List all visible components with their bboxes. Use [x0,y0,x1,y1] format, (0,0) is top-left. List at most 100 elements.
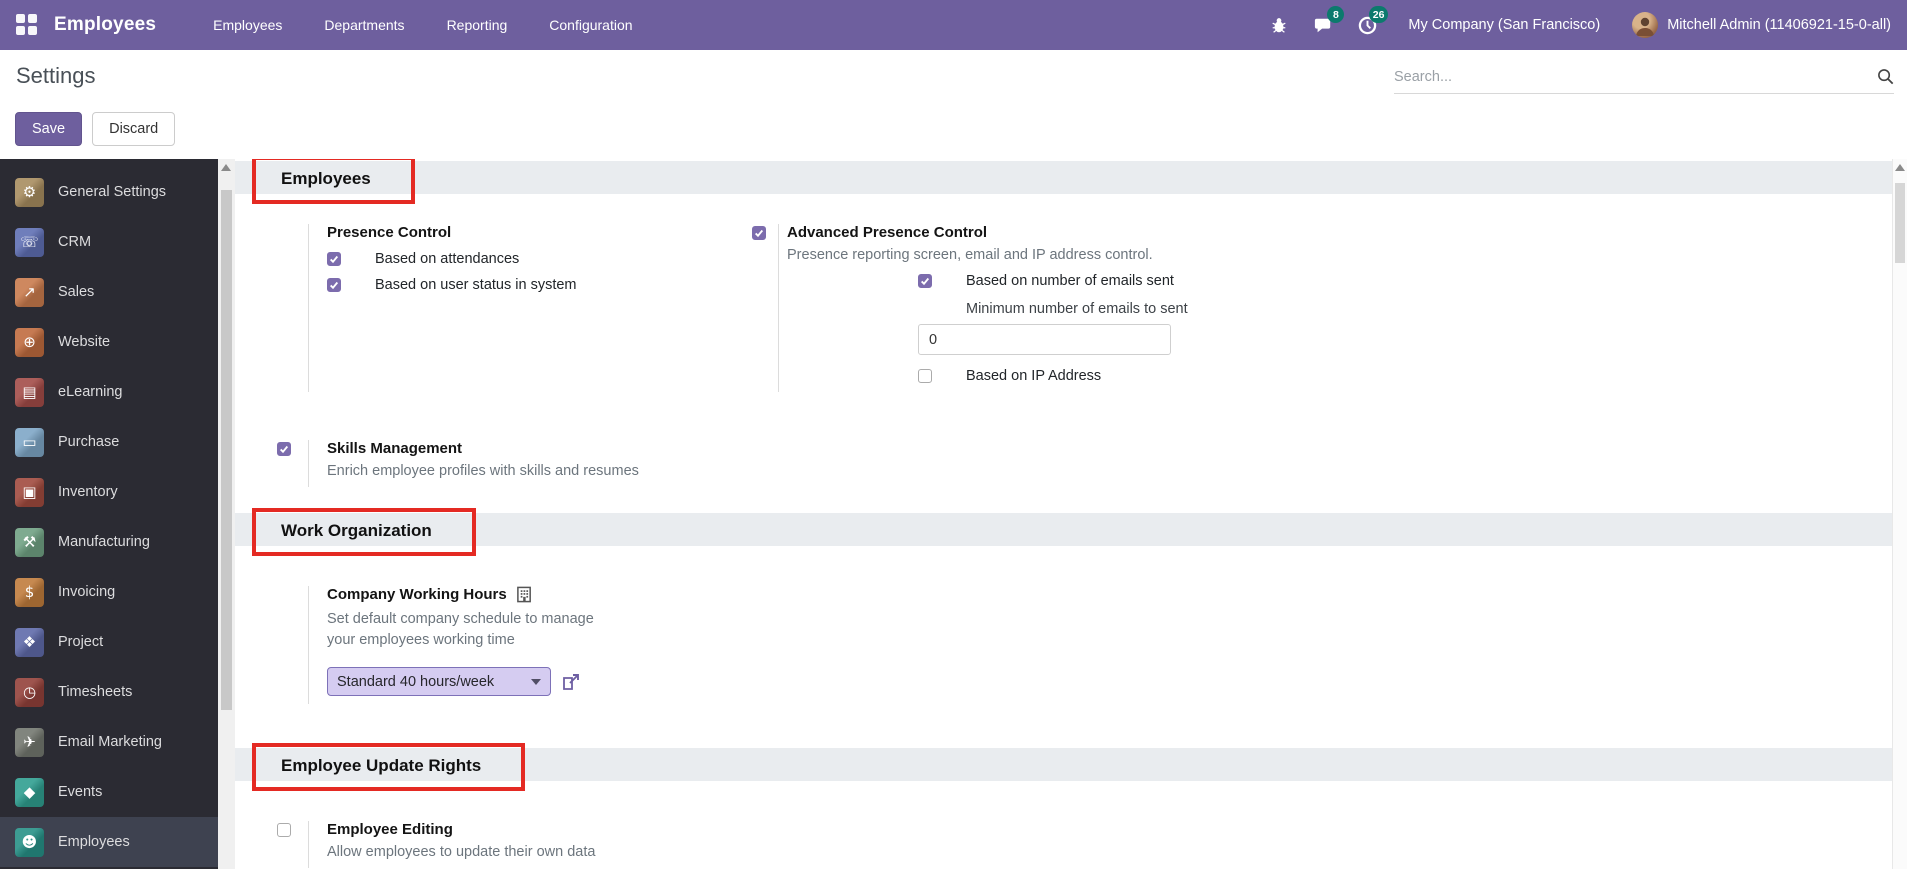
page-scrollbar-thumb[interactable] [1895,183,1905,263]
employee-editing-description: Allow employees to update their own data [327,844,596,861]
chat-bubbles-icon [1315,18,1331,33]
activities-count-badge: 26 [1368,6,1389,23]
sidebar-item-label: Manufacturing [58,534,150,550]
search-icon[interactable] [1877,68,1894,85]
save-button[interactable]: Save [15,112,83,146]
annotation-box-work-organization: Work Organization [252,507,476,556]
external-link-icon[interactable] [561,672,581,692]
advanced-presence-description: Presence reporting screen, email and IP … [787,247,1153,263]
checkbox-based-on-ip[interactable] [918,369,932,383]
box-app-icon: ▣ [15,477,44,507]
nav-menu-departments[interactable]: Departments [324,17,405,33]
label-based-on-ip[interactable]: Based on IP Address [966,368,1102,384]
nav-menu-reporting[interactable]: Reporting [446,17,508,33]
checkbox-based-on-attendances[interactable] [327,252,341,266]
company-working-hours-title: Company Working Hours [327,586,507,603]
settings-sidebar: ⚙ General Settings ☏ CRM ↗ Sales ⊕ Website ▤ eLea… [0,159,218,869]
sidebar-item-invoicing[interactable]: $ Invoicing [0,567,218,617]
checkbox-employee-editing[interactable] [277,823,291,838]
company-switcher[interactable]: My Company (San Francisco) [1408,17,1601,33]
working-hours-description-line2: your employees working time [327,632,515,649]
working-hours-description-line1: Set default company schedule to manage [327,611,594,627]
checkbox-based-on-user-status[interactable] [327,278,341,292]
user-menu[interactable]: Mitchell Admin (11406921-15-0-all) [1632,12,1891,38]
app-title: Employees [54,14,157,35]
nav-menu-employees[interactable]: Employees [213,17,283,33]
sidebar-item-general-settings[interactable]: ⚙ General Settings [0,167,218,217]
working-hours-value: Standard 40 hours/week [337,673,495,690]
scroll-up-arrow-icon[interactable] [221,164,231,171]
skills-management-description: Enrich employee profiles with skills and… [327,463,639,479]
checkbox-advanced-presence[interactable] [752,226,766,240]
label-based-on-user-status[interactable]: Based on user status in system [375,277,577,293]
sidebar-item-inventory[interactable]: ▣ Inventory [0,467,218,517]
puzzle-app-icon: ❖ [15,627,44,657]
search-box [1394,60,1894,94]
section-band-employee-update-rights: Employee Update Rights [235,742,1892,791]
user-avatar [1632,12,1659,38]
control-panel: Settings [0,50,1907,102]
checkbox-skills-management[interactable] [277,442,291,456]
user-name: Mitchell Admin (11406921-15-0-all) [1667,17,1891,33]
activities-button[interactable]: 26 [1350,6,1389,40]
sidebar-item-label: Sales [58,284,95,300]
sidebar-item-label: CRM [58,234,92,250]
annotation-box-employee-update-rights: Employee Update Rights [252,742,526,791]
apps-grid-icon[interactable] [16,14,38,36]
sidebar-item-label: Purchase [58,434,120,450]
skills-management-box: Skills Management Enrich employee profil… [235,440,1892,487]
section-title-employees: Employees [281,168,371,188]
presentation-app-icon: ▤ [15,377,44,407]
chart-app-icon: ↗ [15,277,44,307]
min-emails-label: Minimum number of emails to sent [966,301,1188,317]
skills-management-title: Skills Management [327,440,463,457]
sidebar-item-crm[interactable]: ☏ CRM [0,217,218,267]
discard-button[interactable]: Discard [92,112,176,146]
sidebar-item-elearning[interactable]: ▤ eLearning [0,367,218,417]
paper-plane-app-icon: ✈ [15,727,44,757]
sidebar-item-manufacturing[interactable]: ⚒ Manufacturing [0,517,218,567]
section-band-work-organization: Work Organization [235,507,1892,556]
label-based-on-attendances[interactable]: Based on attendances [375,251,520,267]
min-emails-input[interactable] [918,324,1171,355]
sidebar-item-label: eLearning [58,384,123,400]
sidebar-item-label: Invoicing [58,584,116,600]
debug-bug-icon[interactable] [1262,10,1296,40]
scrollbar-thumb[interactable] [221,190,232,710]
page-scroll-up-arrow-icon[interactable] [1895,164,1905,171]
sidebar-item-label: Employees [58,834,130,850]
sidebar-item-label: General Settings [58,184,167,200]
section-title-work-organization: Work Organization [281,520,432,540]
sidebar-item-label: Inventory [58,484,118,500]
globe-app-icon: ⊕ [15,327,44,357]
search-input[interactable] [1394,68,1877,85]
company-working-hours-box: Company Working Hours [235,586,1892,705]
nav-menu-configuration[interactable]: Configuration [549,17,633,33]
handshake-app-icon: ☏ [15,227,44,257]
sidebar-item-label: Website [58,334,111,350]
employee-editing-title: Employee Editing [327,821,453,839]
sidebar-item-sales[interactable]: ↗ Sales [0,267,218,317]
sidebar-item-purchase[interactable]: ▭ Purchase [0,417,218,467]
label-based-on-emails[interactable]: Based on number of emails sent [966,273,1174,289]
section-band-employees: Employees [235,159,1892,204]
stopwatch-app-icon: ◷ [15,677,44,707]
page-scrollbar[interactable] [1892,159,1907,869]
chevron-down-icon [531,678,541,685]
wrench-app-icon: ⚒ [15,527,44,557]
sidebar-item-events[interactable]: ◆ Events [0,767,218,817]
sidebar-item-email-marketing[interactable]: ✈ Email Marketing [0,717,218,767]
messages-button[interactable]: 8 [1306,6,1345,40]
checkbox-based-on-emails[interactable] [918,274,932,288]
ticket-app-icon: ◆ [15,777,44,807]
sidebar-item-timesheets[interactable]: ◷ Timesheets [0,667,218,717]
page-title: Settings [16,63,96,88]
working-hours-select[interactable]: Standard 40 hours/week [327,667,551,697]
clock-icon [1358,16,1377,34]
sidebar-item-employees[interactable]: ☻ Employees [0,817,218,867]
settings-scrollbar[interactable] [218,159,235,869]
sidebar-item-project[interactable]: ❖ Project [0,617,218,667]
credit-card-app-icon: ▭ [15,427,44,457]
sidebar-item-website[interactable]: ⊕ Website [0,317,218,367]
advanced-presence-title: Advanced Presence Control [787,224,988,241]
